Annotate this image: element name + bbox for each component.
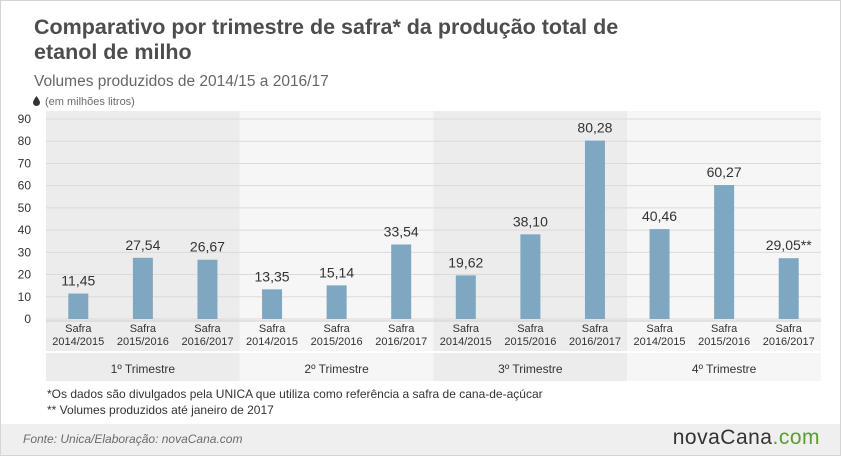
bar-value-label: 60,27 bbox=[707, 164, 742, 180]
y-tick-label: 50 bbox=[18, 201, 32, 215]
unit-label-row: (em milhões litros) bbox=[33, 96, 135, 108]
quarter-label: 3º Trimestre bbox=[498, 362, 563, 376]
x-category-label: 2015/2016 bbox=[504, 336, 556, 348]
chart-title: Comparativo por trimestre de safra* da p… bbox=[34, 15, 619, 64]
x-category-label: 2014/2015 bbox=[634, 336, 686, 348]
x-category-label: 2016/2017 bbox=[569, 336, 621, 348]
x-category-label: 2015/2016 bbox=[311, 336, 363, 348]
bar bbox=[262, 289, 283, 319]
droplet-icon bbox=[33, 96, 40, 106]
y-tick-label: 20 bbox=[18, 268, 32, 282]
quarter-label: 2º Trimestre bbox=[304, 362, 369, 376]
bar-value-label: 26,67 bbox=[190, 239, 225, 255]
x-category-label: Safra bbox=[453, 323, 480, 335]
novacana-logo: novaCana.com bbox=[673, 426, 820, 450]
bar bbox=[455, 275, 476, 319]
bar bbox=[584, 140, 605, 319]
quarter-label: 1º Trimestre bbox=[111, 362, 176, 376]
y-tick-label: 30 bbox=[18, 245, 32, 259]
x-category-label: Safra bbox=[65, 323, 92, 335]
x-category-label: 2015/2016 bbox=[117, 336, 169, 348]
footer-bar: Fonte: Unica/Elaboração: novaCana.com no… bbox=[1, 424, 840, 455]
y-tick-label: 60 bbox=[18, 179, 32, 193]
bar-value-label: 11,45 bbox=[61, 273, 95, 289]
x-category-label: Safra bbox=[711, 323, 738, 335]
logo-part-cana: Cana bbox=[720, 426, 773, 449]
bar-value-label: 15,14 bbox=[319, 264, 354, 280]
logo-part-nova: nova bbox=[672, 426, 721, 449]
bar-value-label: 38,10 bbox=[513, 213, 548, 229]
quarter-band bbox=[46, 111, 240, 381]
x-category-label: Safra bbox=[582, 323, 609, 335]
bar bbox=[520, 234, 541, 319]
x-category-label: Safra bbox=[646, 323, 673, 335]
x-category-label: Safra bbox=[776, 323, 803, 335]
x-category-label: 2014/2015 bbox=[52, 336, 104, 348]
x-category-label: Safra bbox=[388, 323, 415, 335]
x-category-label: 2016/2017 bbox=[763, 336, 815, 348]
logo-part-com: .com bbox=[772, 426, 820, 449]
bar-chart: 010203040506070809011,45Safra2014/201527… bbox=[18, 111, 821, 381]
source-text: Fonte: Unica/Elaboração: novaCana.com bbox=[23, 432, 243, 446]
x-category-label: 2014/2015 bbox=[246, 336, 298, 348]
bar bbox=[714, 185, 735, 319]
y-tick-label: 70 bbox=[18, 156, 32, 170]
bar bbox=[391, 244, 412, 319]
bar bbox=[326, 285, 347, 319]
bar bbox=[778, 258, 799, 319]
x-category-label: 2016/2017 bbox=[375, 336, 427, 348]
chart-subtitle: Volumes produzidos de 2014/15 a 2016/17 bbox=[34, 73, 329, 90]
y-tick-label: 10 bbox=[18, 290, 32, 304]
bar-value-label: 40,46 bbox=[642, 208, 677, 224]
x-category-label: Safra bbox=[194, 323, 221, 335]
bar-value-label: 19,62 bbox=[448, 254, 483, 270]
y-tick-label: 90 bbox=[18, 112, 32, 126]
x-category-label: 2014/2015 bbox=[440, 336, 492, 348]
quarter-label: 4º Trimestre bbox=[692, 362, 757, 376]
y-tick-label: 40 bbox=[18, 223, 32, 237]
bar-value-label: 29,05** bbox=[766, 237, 812, 253]
bar-value-label: 80,28 bbox=[577, 120, 612, 136]
x-category-label: 2016/2017 bbox=[181, 336, 233, 348]
x-category-label: Safra bbox=[517, 323, 544, 335]
bar bbox=[197, 259, 218, 319]
footnote-unica: *Os dados são divulgados pela UNICA que … bbox=[47, 387, 543, 401]
x-category-label: 2015/2016 bbox=[698, 336, 750, 348]
bar-value-label: 27,54 bbox=[125, 237, 160, 253]
x-category-label: Safra bbox=[323, 323, 350, 335]
y-tick-label: 0 bbox=[24, 312, 31, 326]
bar-value-label: 13,35 bbox=[255, 268, 290, 284]
bar bbox=[132, 257, 153, 319]
bar-value-label: 33,54 bbox=[384, 223, 419, 239]
x-category-label: Safra bbox=[130, 323, 157, 335]
y-tick-label: 80 bbox=[18, 134, 32, 148]
x-category-label: Safra bbox=[259, 323, 286, 335]
bar bbox=[649, 229, 670, 319]
unit-label: (em milhões litros) bbox=[45, 96, 135, 108]
bar bbox=[68, 293, 89, 319]
footnote-january: ** Volumes produzidos até janeiro de 201… bbox=[47, 403, 274, 417]
